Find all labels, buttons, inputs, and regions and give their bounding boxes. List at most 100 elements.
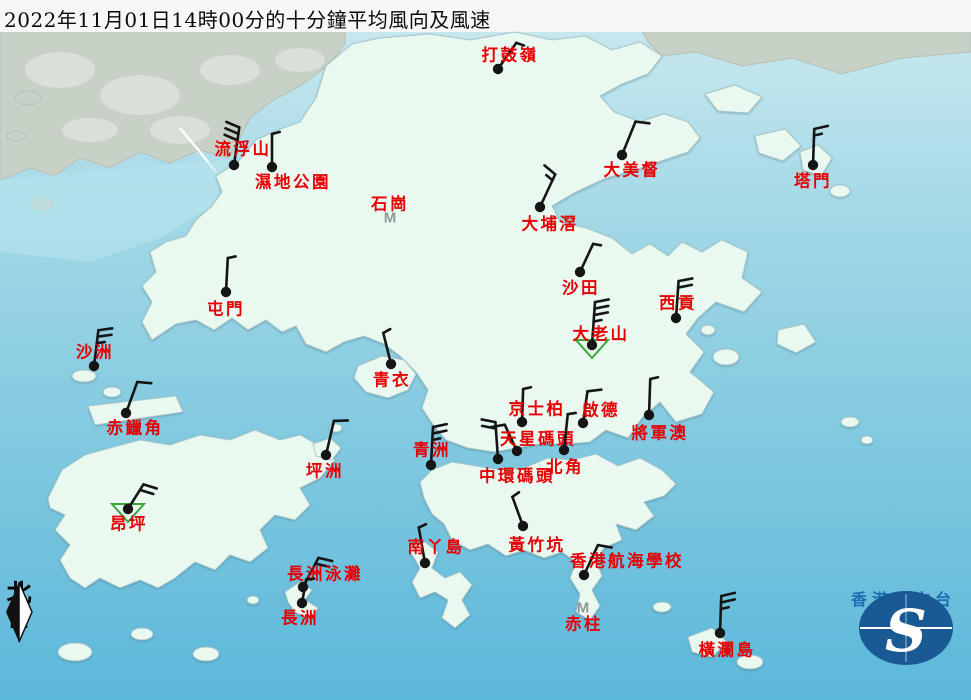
- map-title: 2022年11月01日14時00分的十分鐘平均風向及風速: [4, 8, 491, 32]
- mainland-area: [0, 27, 971, 211]
- wind-barb-feather: [480, 418, 497, 424]
- wind-barb-feather: [138, 488, 155, 496]
- svg-text:S: S: [885, 597, 927, 665]
- station-label: 流浮山: [215, 139, 272, 159]
- wind-barb-feather: [381, 327, 392, 335]
- wind-barb-feather: [224, 127, 240, 136]
- station-label: 青衣: [373, 370, 411, 390]
- station-dot: [296, 597, 308, 609]
- wind-barb-feather: [225, 120, 241, 129]
- station-label: 沙田: [562, 279, 600, 298]
- station-label: 赤柱: [565, 614, 603, 634]
- station-label: 大埔滘: [522, 214, 579, 234]
- station-wetland-park: 濕地公園: [255, 130, 331, 192]
- wind-barb-feather: [97, 327, 114, 332]
- station-kai-tak: 啟德: [577, 388, 618, 429]
- station-lamma-island: 南丫島: [408, 522, 465, 569]
- wind-barb-feather: [270, 130, 282, 136]
- wind-barb-feather: [511, 490, 521, 499]
- station-dot: [511, 445, 523, 457]
- station-label: 坪洲: [306, 462, 344, 481]
- wind-barb-feather: [719, 598, 737, 604]
- station-dot: [670, 312, 682, 324]
- wind-barb-feather: [314, 562, 331, 569]
- hong-kong-island-land: [419, 453, 677, 621]
- hko-logo: S 香港天文台 HONG KONG OBSERVATORY: [836, 588, 971, 665]
- stations-layer: 打鼓嶺流浮山濕地公園大美督塔門M石崗大埔滘沙田西貢大老山屯門沙洲赤鱲角青衣坪洲昂…: [76, 41, 830, 660]
- station-dot: [516, 416, 528, 428]
- tsing-yi-island: [353, 355, 417, 399]
- station-dot: [228, 159, 240, 171]
- land-masses: [47, 31, 874, 670]
- wind-barb-staff: [647, 377, 652, 417]
- station-tates-cairn: 大老山: [573, 298, 630, 360]
- station-sha-chau: 沙洲: [76, 327, 114, 372]
- station-dot: [492, 453, 504, 465]
- station-label: 中環碼頭: [479, 466, 555, 486]
- station-kings-park: 京士柏: [509, 385, 563, 428]
- station-dot: [517, 520, 529, 532]
- station-ta-kwu-ling: 打鼓嶺: [482, 41, 536, 75]
- wind-barb-feather: [719, 591, 737, 598]
- station-label: 西貢: [659, 294, 697, 313]
- wind-barb-feather: [676, 283, 694, 289]
- station-label: 天星碼頭: [500, 430, 576, 449]
- station-label: 香港航海學校: [570, 551, 684, 571]
- station-dot: [419, 557, 431, 569]
- station-dot: [616, 149, 628, 161]
- wind-barb-staff: [620, 120, 637, 157]
- station-label: 濕地公園: [255, 172, 331, 192]
- wind-barb-feather: [515, 41, 526, 47]
- station-dot: [643, 409, 655, 421]
- station-chek-lap-kok: 赤鱲角: [107, 380, 161, 438]
- wind-barb-feather: [648, 375, 660, 381]
- station-dot: [122, 503, 134, 515]
- wind-barb-feather: [431, 429, 448, 435]
- deep-bay-water: [0, 160, 228, 262]
- station-tseung-kwan-o: 將軍澳: [632, 375, 686, 443]
- station-dot: [558, 444, 570, 456]
- wind-barb-feather: [304, 577, 316, 581]
- station-label: 北角: [546, 457, 584, 477]
- wind-barb-feather: [593, 298, 611, 304]
- wind-barb-feather: [431, 422, 448, 429]
- wind-barb-feather: [719, 605, 730, 611]
- station-sha-tin: 沙田: [562, 242, 603, 298]
- wind-barb-feather: [543, 164, 557, 176]
- wind-barb-feather: [226, 255, 237, 260]
- wind-barb-feather: [545, 173, 554, 182]
- station-north-point: 北角: [546, 411, 584, 477]
- wind-barb-staff: [324, 419, 336, 457]
- station-stanley: M赤柱: [565, 600, 603, 634]
- station-label: 昂坪: [110, 515, 148, 534]
- station-tai-po-kau: 大埔滘: [522, 164, 579, 234]
- station-label: 黃竹坑: [508, 535, 566, 555]
- wind-barb-staff: [381, 331, 393, 366]
- wind-barb-feather: [592, 318, 603, 323]
- station-label: 南丫島: [408, 537, 465, 557]
- wind-barb-feather: [812, 124, 830, 131]
- lantau-island-land: [47, 429, 336, 589]
- station-hk-sea-school: 香港航海學校: [570, 543, 684, 581]
- missing-data-marker: M: [384, 210, 397, 227]
- station-sai-kung: 西貢: [659, 277, 697, 324]
- station-dot: [586, 339, 598, 351]
- station-shek-kong: M石崗: [370, 195, 409, 227]
- wind-barb-feather: [417, 522, 428, 529]
- station-star-ferry-pier: 天星碼頭: [489, 423, 576, 457]
- station-cheung-chau: 長洲: [281, 577, 317, 628]
- station-label: 大老山: [573, 324, 630, 344]
- station-dot: [425, 459, 437, 471]
- station-label: 橫瀾島: [699, 640, 756, 660]
- station-tap-mun: 塔門: [794, 124, 830, 191]
- north-arrow-icon: [6, 581, 33, 643]
- wind-barb-staff: [581, 390, 589, 425]
- station-peng-chau: 坪洲: [306, 419, 350, 481]
- station-dot: [220, 286, 232, 298]
- missing-data-marker: M: [577, 600, 590, 617]
- wind-barb-feather: [317, 556, 334, 563]
- wind-barb-feather: [566, 411, 577, 416]
- station-label: 石崗: [370, 195, 409, 214]
